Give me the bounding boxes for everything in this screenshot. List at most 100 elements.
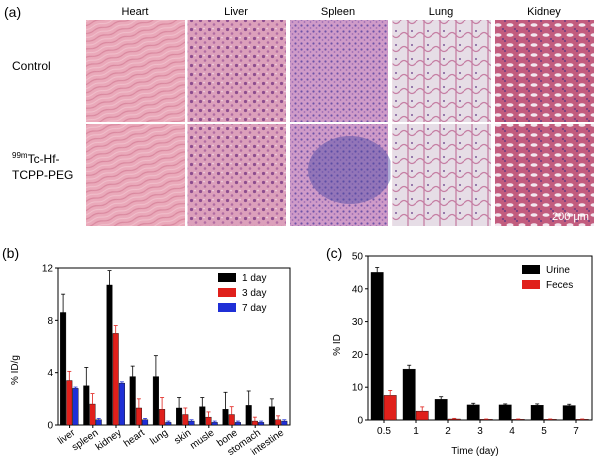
row-label-treated: 99mTc-Hf- TCPP-PEG (12, 148, 73, 183)
column-label-liver: Liver (224, 6, 248, 18)
bar-feces-7 (575, 419, 589, 421)
x-tick-label-1: 1 (413, 426, 419, 437)
y-tick-label: 12 (42, 264, 54, 275)
bar-feces-0.5 (383, 395, 397, 421)
bar-urine-5 (530, 405, 544, 421)
legend-label-feces: Feces (546, 280, 573, 291)
chart-b-ylabel: % ID/g (10, 355, 21, 385)
scale-bar-label: 200 μm (552, 211, 589, 223)
bar-1-day-bone (222, 409, 229, 426)
row-label-treated-line1: 99mTc-Hf- (12, 148, 73, 167)
row-label-treated-line2: TCPP-PEG (12, 168, 74, 182)
x-tick-label-kidney: kidney (94, 427, 124, 453)
bar-urine-4 (498, 404, 512, 421)
bar-feces-1 (415, 410, 429, 421)
bar-1-day-lung (152, 376, 159, 426)
spleen-lymphoid-region (308, 136, 392, 204)
x-tick-label-spleen: spleen (70, 427, 100, 453)
tile-treated-spleen (288, 124, 388, 226)
row-label-treated-text1: Tc-Hf- (27, 152, 60, 166)
bar-1-day-musle (199, 406, 206, 426)
tile-control-lung (391, 20, 491, 122)
bar-1-day-skin (176, 407, 183, 426)
bar-1-day-heart (129, 376, 136, 426)
bar-urine-2 (434, 399, 448, 421)
bar-1-day-liver (60, 312, 67, 426)
bar-3-day-heart (135, 407, 142, 426)
x-tick-label-4: 4 (509, 426, 515, 437)
scale-bar (551, 230, 586, 233)
y-tick-label: 8 (47, 316, 53, 327)
bar-7-day-musle (211, 422, 218, 426)
column-label-spleen: Spleen (320, 6, 356, 18)
bar-urine-7 (562, 405, 576, 421)
tile-control-heart (85, 20, 185, 122)
bar-1-day-stomach (245, 405, 252, 426)
column-label-kidney: Kidney (527, 6, 561, 18)
tile-treated-kidney (494, 124, 594, 226)
bar-1-day-spleen (83, 385, 90, 426)
bar-feces-5 (543, 419, 557, 421)
bar-7-day-spleen (95, 419, 102, 426)
tile-control-spleen (288, 20, 388, 122)
row-label-control: Control (12, 58, 51, 74)
y-tick-label: 0 (357, 416, 363, 427)
bar-7-day-kidney (118, 382, 125, 426)
bar-urine-3 (466, 404, 480, 421)
chart-c-ylabel: % ID (332, 334, 343, 356)
bar-3-day-musle (205, 416, 212, 426)
bar-7-day-liver (72, 388, 79, 426)
bar-7-day-lung (165, 422, 172, 426)
bar-7-day-skin (188, 420, 195, 426)
bar-feces-2 (447, 418, 461, 421)
bar-3-day-liver (66, 380, 73, 426)
chart-c-xlabel: Time (day) (451, 446, 498, 457)
bar-3-day-skin (182, 414, 189, 426)
legend-label-urine: Urine (546, 265, 570, 276)
bar-feces-4 (511, 419, 525, 421)
tile-control-liver (186, 20, 286, 122)
column-label-heart: Heart (121, 6, 149, 18)
x-tick-label-heart: heart (122, 427, 147, 449)
plot-frame (57, 267, 291, 426)
bar-7-day-bone (234, 422, 241, 426)
legend-label-1-day: 1 day (242, 273, 266, 284)
bar-1-day-kidney (106, 284, 113, 426)
bar-7-day-intestine (281, 420, 288, 426)
chart-c: (c) % ID Time (day) 0 10 20 30 40 50 0.5 1 2 3 4 5… (326, 245, 593, 457)
panel-c-label: (c) (326, 245, 342, 261)
y-tick-label: 0 (47, 421, 53, 432)
legend-swatch-7-day (218, 303, 236, 312)
row-label-sup: 99m (12, 151, 28, 160)
x-tick-label-musle: musle (188, 427, 217, 452)
x-tick-label-0.5: 0.5 (377, 426, 391, 437)
bar-1-day-intestine (268, 406, 275, 426)
y-tick-label: 4 (47, 368, 53, 379)
y-tick-label: 20 (352, 350, 364, 361)
x-tick-label-2: 2 (445, 426, 451, 437)
y-tick-label: 10 (352, 383, 364, 394)
legend-label-3-day: 3 day (242, 288, 266, 299)
bar-7-day-heart (142, 419, 149, 426)
legend-swatch-urine (522, 265, 540, 274)
row-label-control-text: Control (12, 59, 51, 73)
panel-b-label: (b) (2, 245, 19, 261)
x-tick-label-3: 3 (477, 426, 483, 437)
bar-urine-1 (402, 368, 416, 421)
bar-3-day-lung (159, 409, 166, 426)
bar-feces-3 (479, 419, 493, 421)
bar-3-day-spleen (89, 403, 96, 426)
x-tick-label-5: 5 (541, 426, 547, 437)
legend-swatch-feces (522, 280, 540, 289)
bar-urine-0.5 (370, 272, 384, 421)
histology-grid (85, 20, 594, 233)
bar-3-day-intestine (275, 419, 282, 426)
legend-label-7-day: 7 day (242, 303, 266, 314)
y-tick-label: 30 (352, 317, 364, 328)
tile-treated-liver (186, 124, 286, 226)
tile-control-kidney (494, 20, 594, 122)
bar-3-day-bone (228, 414, 235, 426)
bar-3-day-stomach (251, 420, 258, 426)
bar-3-day-kidney (112, 333, 119, 426)
